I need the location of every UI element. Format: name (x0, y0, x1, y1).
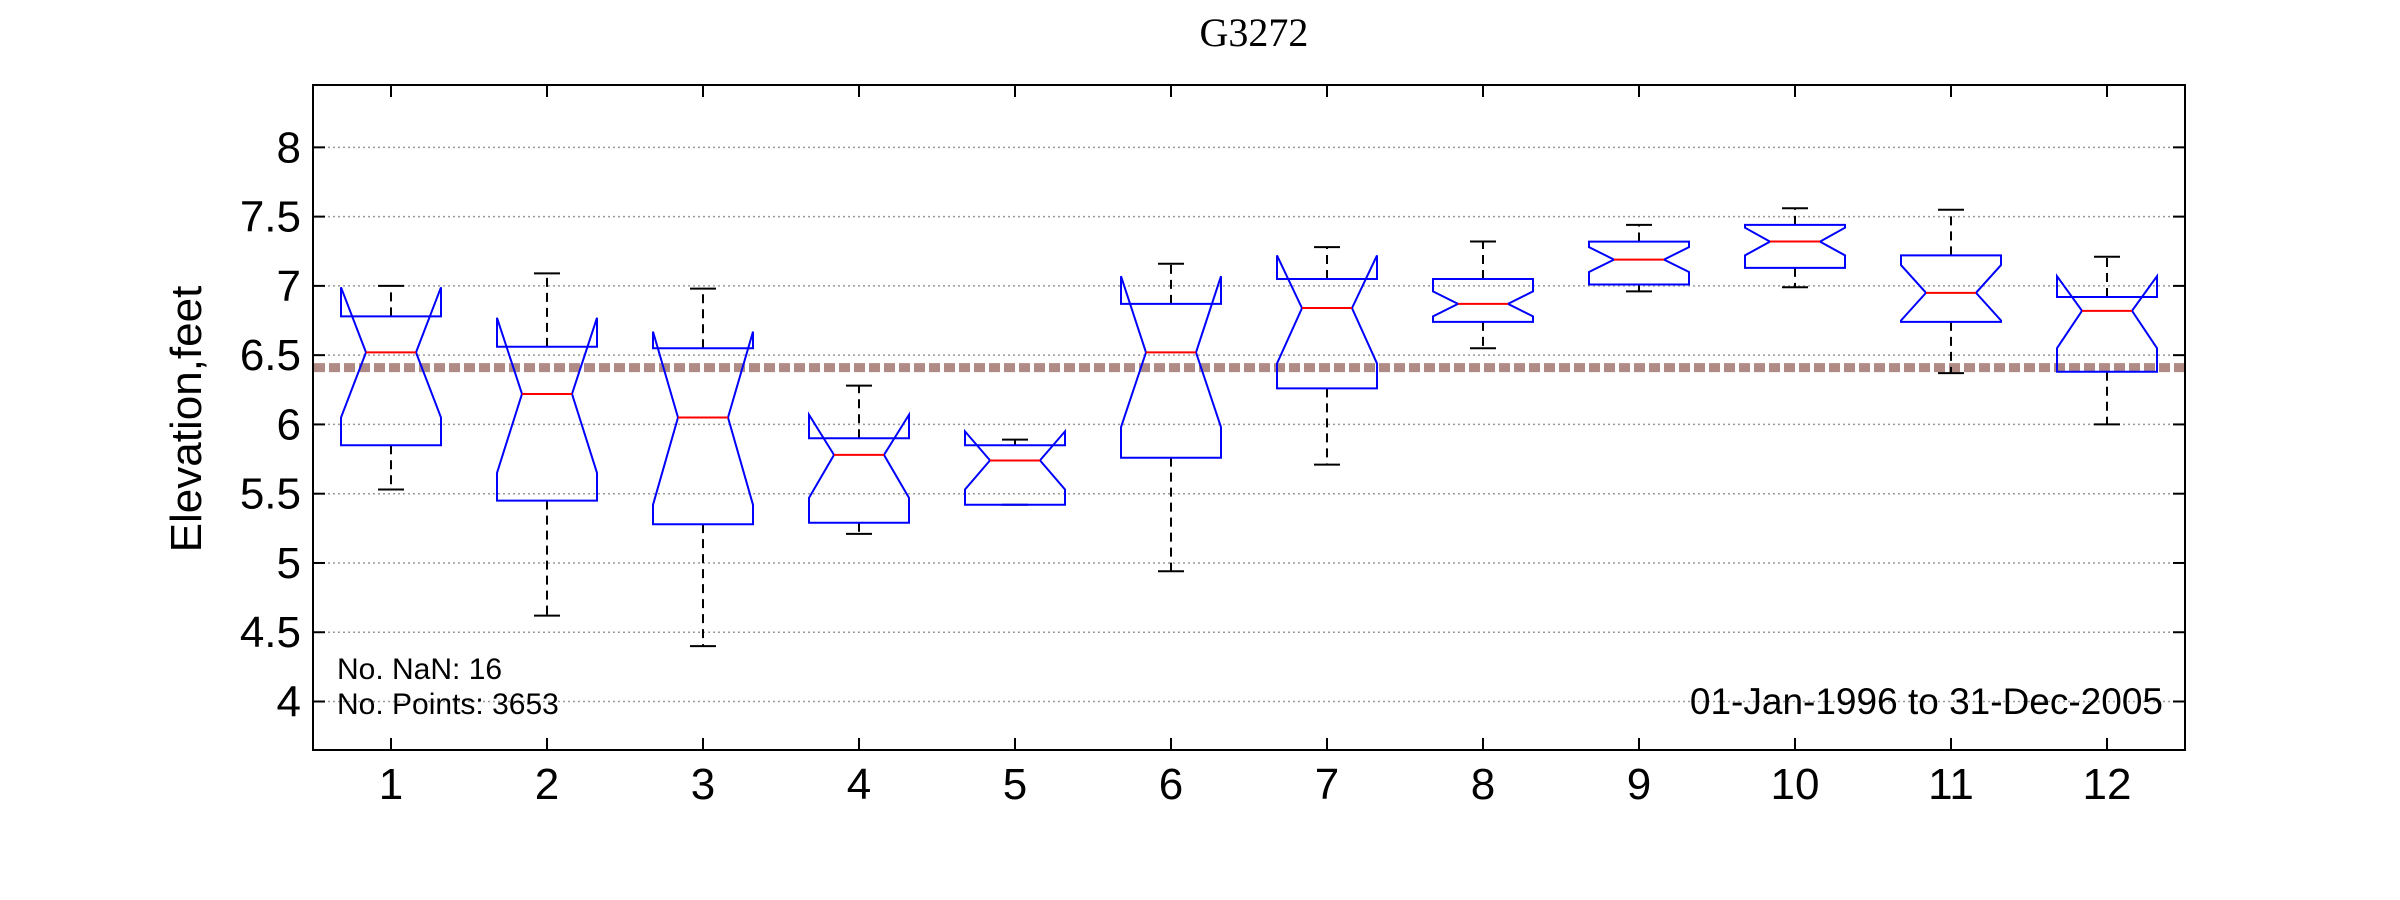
notched-box (340, 286, 442, 447)
notched-box (1900, 254, 2002, 323)
y-tick-label: 5.5 (240, 470, 301, 519)
box-5 (964, 428, 1066, 506)
notched-box (652, 331, 754, 526)
notched-box (2056, 273, 2158, 373)
box-12 (2056, 255, 2158, 426)
box-series (340, 207, 2158, 648)
date-range-annotation: 01-Jan-1996 to 31-Dec-2005 (1690, 681, 2163, 722)
notched-box (1432, 278, 1534, 323)
chart-title: G3272 (1200, 10, 1309, 55)
x-tick-label: 1 (379, 760, 403, 809)
y-tick-label: 4.5 (240, 608, 301, 657)
box-2 (496, 272, 598, 617)
x-tick-label: 2 (535, 760, 559, 809)
x-tick-label: 10 (1771, 760, 1820, 809)
notched-box (964, 428, 1066, 506)
box-8 (1432, 240, 1534, 350)
y-tick-label: 8 (277, 123, 301, 172)
box-7 (1276, 246, 1378, 466)
y-tick-label: 6 (277, 400, 301, 449)
x-tick-label: 8 (1471, 760, 1495, 809)
x-tick-label: 9 (1627, 760, 1651, 809)
box-3 (652, 287, 754, 648)
box-10 (1744, 207, 1846, 289)
nan-count-annotation: No. NaN: 16 (337, 653, 502, 686)
y-tick-label: 5 (277, 539, 301, 588)
x-tick-label: 7 (1315, 760, 1339, 809)
y-tick-label: 6.5 (240, 331, 301, 380)
y-tick-label: 7 (277, 262, 301, 311)
x-tick-label: 12 (2083, 760, 2132, 809)
point-count-annotation: No. Points: 3653 (337, 688, 559, 721)
axis-ticks: 44.555.566.577.581 2 3 4 5 6 7 8 9 10 11 12 (240, 85, 2185, 809)
notched-box (1744, 223, 1846, 269)
notched-box (496, 317, 598, 502)
x-tick-label: 11 (1928, 760, 1974, 809)
y-tick-label: 7.5 (240, 193, 301, 242)
x-tick-label: 5 (1003, 760, 1027, 809)
box-6 (1120, 262, 1222, 573)
notched-box (1120, 275, 1222, 459)
y-tick-label: 4 (277, 678, 301, 727)
box-4 (808, 384, 910, 535)
plot-area-frame (312, 84, 2186, 751)
x-tick-label: 6 (1159, 760, 1183, 809)
notched-box (1588, 240, 1690, 286)
y-axis-label: Elevation,feet (162, 286, 211, 553)
x-tick-label: 3 (691, 760, 715, 809)
notched-box (808, 411, 910, 524)
box-1 (340, 284, 442, 491)
grid-lines (313, 146, 2185, 703)
box-9 (1588, 223, 1690, 293)
notched-box (1276, 254, 1378, 390)
box-11 (1900, 208, 2002, 375)
x-tick-label: 4 (847, 760, 871, 809)
